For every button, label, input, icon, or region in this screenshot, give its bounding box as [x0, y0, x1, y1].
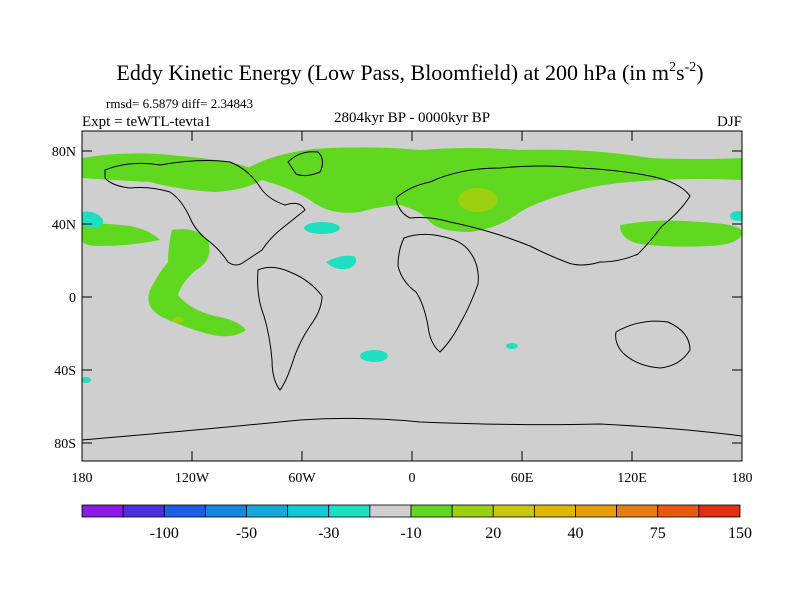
colorbar: -100 -50 -30 -10 20 40 75 150 [81, 504, 752, 542]
lon-label: 0 [409, 471, 416, 486]
colorbar-label: 75 [650, 525, 666, 542]
colorbar-swatch [81, 504, 124, 518]
negative-region-dateline [730, 211, 742, 221]
lat-label: 0 [69, 291, 76, 306]
lon-label: 60E [511, 471, 534, 486]
colorbar-label: -100 [150, 525, 179, 542]
lon-label: 180 [72, 471, 93, 486]
lon-label: 120W [175, 471, 210, 486]
lat-label: 40N [52, 218, 76, 233]
colorbar-swatch [163, 504, 206, 518]
lon-label: 120E [617, 471, 647, 486]
lon-label: 180 [732, 471, 753, 486]
colorbar-swatch [369, 504, 412, 518]
colorbar-swatch [575, 504, 618, 518]
coast-eurasia [395, 165, 691, 266]
coast-antarctica [82, 417, 742, 441]
season-label: DJF [717, 114, 742, 130]
negative-region-indian-ocean [506, 343, 518, 349]
colorbar-swatch [410, 504, 453, 518]
positive-region-north-west-pacific [620, 220, 742, 247]
colorbar-label: -50 [236, 525, 257, 542]
positive-region-north-pacific [82, 153, 268, 192]
positive-core-pacific [172, 317, 184, 323]
lon-label: 60W [288, 471, 316, 486]
negative-region-atlantic [326, 255, 357, 270]
colorbar-swatch [287, 504, 330, 518]
coastlines [82, 151, 742, 441]
colorbar-label: -10 [400, 525, 421, 542]
experiment-label: Expt = teWTL-tevta1 [82, 114, 211, 130]
colorbar-label: -30 [318, 525, 339, 542]
coast-africa [397, 233, 479, 353]
colorbar-swatch [451, 504, 494, 518]
positive-region-subtropical-pacific [82, 223, 160, 246]
stats-label: rmsd= 6.5879 diff= 2.34843 [106, 96, 253, 111]
colorbar-swatch [328, 504, 371, 518]
negative-region-atlantic-north [304, 222, 340, 234]
coast-north-america [104, 160, 306, 266]
positive-region-east-pacific [148, 229, 246, 337]
colorbar-swatch [533, 504, 576, 518]
colorbar-swatch [122, 504, 165, 518]
colorbar-swatch [657, 504, 700, 518]
lat-label: 40S [54, 364, 76, 379]
colorbar-swatch [698, 504, 741, 518]
coast-south-america [257, 266, 323, 391]
positive-core-eurasia [458, 188, 498, 212]
colorbar-label: 20 [485, 525, 501, 542]
map-title: Eddy Kinetic Energy (Low Pass, Bloomfiel… [116, 60, 703, 85]
colorbar-label: 40 [568, 525, 584, 542]
colorbar-swatch [204, 504, 247, 518]
colorbar-swatch [616, 504, 659, 518]
coast-australia [615, 320, 691, 369]
lat-label: 80N [52, 145, 76, 160]
negative-region-south-atlantic [360, 350, 388, 362]
colorbar-swatch [246, 504, 289, 518]
colorbar-swatch [492, 504, 535, 518]
latitude-axis: 80N 40N 0 40S 80S [52, 145, 742, 452]
lat-label: 80S [54, 437, 76, 452]
negative-region-south-pacific [82, 377, 91, 383]
coast-greenland [287, 151, 324, 177]
colorbar-label: 150 [728, 525, 752, 542]
longitude-axis: 180 120W 60W 0 60E 120E 180 [72, 131, 753, 486]
ekE-anomaly-field [82, 147, 742, 441]
positive-region-north-atlantic-eurasia [248, 147, 742, 232]
period-label: 2804kyr BP - 0000kyr BP [334, 110, 490, 126]
